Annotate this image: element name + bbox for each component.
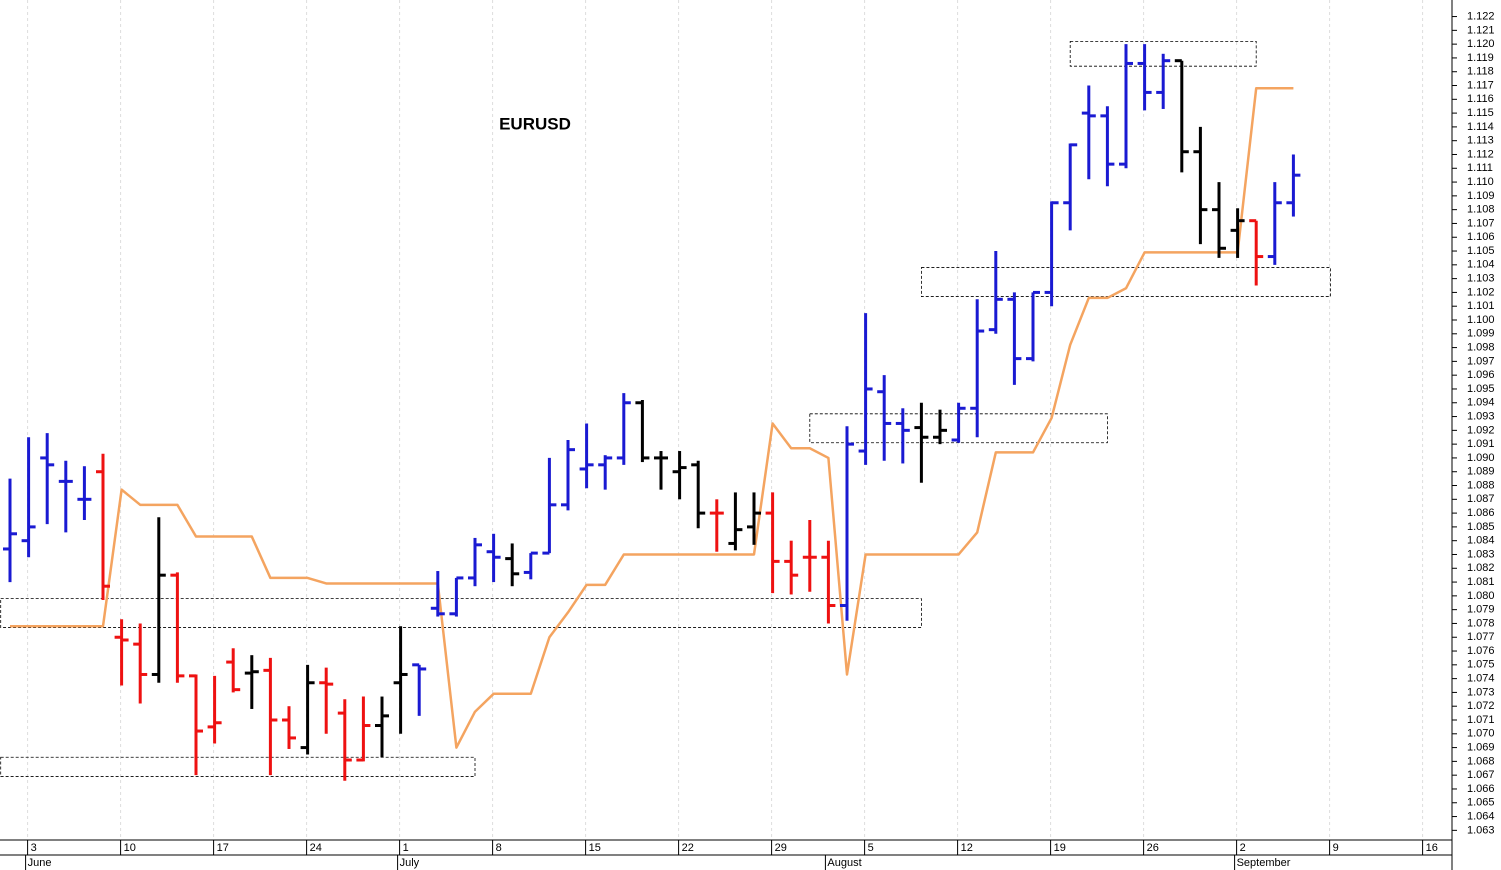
y-tick-label: 1.100 xyxy=(1467,314,1495,326)
y-tick-label: 1.104 xyxy=(1467,259,1495,271)
zone xyxy=(1069,40,1257,67)
y-tick-label: 1.064 xyxy=(1467,810,1495,822)
x-tick-label: 10 xyxy=(124,842,136,854)
month-label: August xyxy=(827,857,861,869)
x-tick-label: 22 xyxy=(682,842,694,854)
y-tick-label: 1.080 xyxy=(1467,590,1495,602)
y-tick-label: 1.077 xyxy=(1467,631,1495,643)
y-tick-label: 1.121 xyxy=(1467,24,1495,36)
y-tick-label: 1.098 xyxy=(1467,341,1495,353)
y-tick-label: 1.106 xyxy=(1467,231,1495,243)
x-tick-label: 15 xyxy=(589,842,601,854)
zone xyxy=(0,598,922,628)
y-tick-label: 1.108 xyxy=(1467,204,1495,216)
y-tick-label: 1.112 xyxy=(1467,148,1494,160)
y-tick-label: 1.078 xyxy=(1467,617,1495,629)
x-tick-label: 3 xyxy=(31,842,37,854)
y-tick-label: 1.063 xyxy=(1467,824,1495,836)
y-tick-label: 1.072 xyxy=(1467,700,1495,712)
y-tick-label: 1.096 xyxy=(1467,369,1495,381)
y-tick-label: 1.110 xyxy=(1467,176,1494,188)
y-tick-label: 1.073 xyxy=(1467,686,1495,698)
y-tick-label: 1.081 xyxy=(1467,576,1495,588)
y-tick-label: 1.099 xyxy=(1467,328,1495,340)
y-tick-label: 1.118 xyxy=(1467,66,1494,78)
month-label: June xyxy=(28,857,52,869)
x-tick-label: 19 xyxy=(1054,842,1066,854)
y-tick-label: 1.071 xyxy=(1467,714,1495,726)
x-tick-label: 16 xyxy=(1426,842,1438,854)
y-tick-label: 1.113 xyxy=(1467,135,1494,147)
x-tick-label: 8 xyxy=(496,842,502,854)
y-tick-label: 1.109 xyxy=(1467,190,1495,202)
y-tick-label: 1.111 xyxy=(1467,162,1493,174)
y-tick-label: 1.092 xyxy=(1467,424,1495,436)
x-tick-label: 26 xyxy=(1147,842,1159,854)
y-tick-label: 1.087 xyxy=(1467,493,1495,505)
y-tick-label: 1.116 xyxy=(1467,93,1494,105)
indicator-line xyxy=(10,87,1294,749)
x-tick-label: 9 xyxy=(1333,842,1339,854)
y-tick-label: 1.107 xyxy=(1467,217,1495,229)
y-tick-label: 1.117 xyxy=(1467,79,1494,91)
y-tick-label: 1.066 xyxy=(1467,783,1495,795)
y-tick-label: 1.088 xyxy=(1467,479,1495,491)
chart-title: EURUSD xyxy=(499,114,571,133)
y-tick-label: 1.067 xyxy=(1467,769,1495,781)
y-tick-label: 1.105 xyxy=(1467,245,1495,257)
x-tick-label: 29 xyxy=(775,842,787,854)
y-tick-label: 1.084 xyxy=(1467,535,1495,547)
x-tick-label: 1 xyxy=(403,842,409,854)
y-tick-label: 1.093 xyxy=(1467,410,1495,422)
zone xyxy=(921,267,1332,297)
y-tick-label: 1.079 xyxy=(1467,604,1495,616)
y-tick-label: 1.069 xyxy=(1467,741,1495,753)
y-tick-label: 1.085 xyxy=(1467,521,1495,533)
y-tick-label: 1.095 xyxy=(1467,383,1495,395)
month-label: July xyxy=(400,857,420,869)
zone xyxy=(0,756,476,777)
y-tick-label: 1.068 xyxy=(1467,755,1495,767)
y-tick-label: 1.101 xyxy=(1467,300,1495,312)
y-tick-label: 1.091 xyxy=(1467,438,1495,450)
y-tick-label: 1.076 xyxy=(1467,645,1495,657)
x-tick-label: 5 xyxy=(868,842,874,854)
month-label: September xyxy=(1237,857,1291,869)
y-tick-label: 1.103 xyxy=(1467,273,1495,285)
x-tick-label: 24 xyxy=(310,842,322,854)
x-tick-label: 17 xyxy=(217,842,229,854)
y-tick-label: 1.070 xyxy=(1467,728,1495,740)
y-tick-label: 1.074 xyxy=(1467,673,1495,685)
x-tick-label: 2 xyxy=(1240,842,1246,854)
y-tick-label: 1.120 xyxy=(1467,38,1495,50)
y-tick-label: 1.102 xyxy=(1467,286,1495,298)
y-tick-label: 1.122 xyxy=(1467,10,1495,22)
y-tick-label: 1.119 xyxy=(1467,52,1494,64)
y-tick-label: 1.114 xyxy=(1467,121,1494,133)
y-tick-label: 1.075 xyxy=(1467,659,1495,671)
y-tick-label: 1.115 xyxy=(1467,107,1494,119)
y-tick-label: 1.086 xyxy=(1467,507,1495,519)
y-tick-label: 1.090 xyxy=(1467,452,1495,464)
y-tick-label: 1.083 xyxy=(1467,548,1495,560)
y-tick-label: 1.082 xyxy=(1467,562,1495,574)
y-tick-label: 1.097 xyxy=(1467,355,1495,367)
y-tick-label: 1.065 xyxy=(1467,797,1495,809)
y-tick-label: 1.089 xyxy=(1467,466,1495,478)
x-tick-label: 12 xyxy=(961,842,973,854)
y-tick-label: 1.094 xyxy=(1467,397,1495,409)
